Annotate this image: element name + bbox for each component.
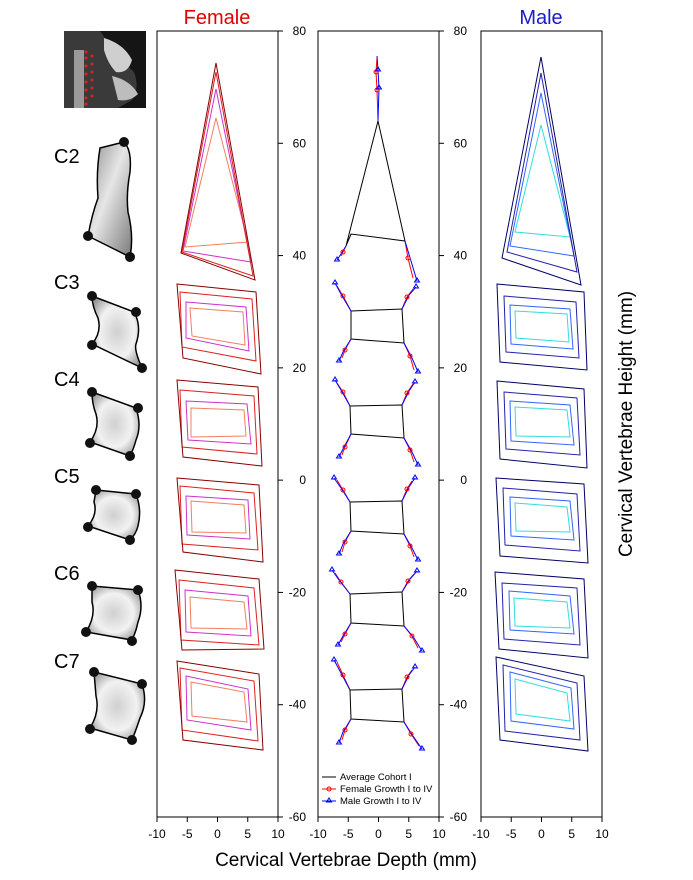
corner-growth-female bbox=[334, 240, 420, 747]
female-c6 bbox=[174, 569, 265, 651]
average-c5 bbox=[349, 500, 405, 535]
male-outlines bbox=[494, 56, 589, 752]
legend-male: Male Growth I to IV bbox=[340, 796, 422, 807]
vertebra-labels: C2 C3 C4 C5 C6 C7 bbox=[54, 146, 80, 673]
y-tick-label: 20 bbox=[454, 361, 468, 375]
vertebra-image-c2 bbox=[83, 137, 135, 262]
vertebra-label-c7: C7 bbox=[54, 651, 80, 673]
average-c7 bbox=[349, 688, 405, 723]
vertebra-label-c4: C4 bbox=[54, 369, 80, 391]
y-tick-label: -20 bbox=[450, 585, 468, 599]
x-tick-label: 0 bbox=[375, 827, 382, 841]
legend-female: Female Growth I to IV bbox=[340, 784, 433, 795]
corner-growth-male bbox=[331, 240, 423, 750]
x-tick-label: -10 bbox=[148, 827, 166, 841]
average-panel-frame bbox=[317, 30, 440, 818]
x-tick-label: -5 bbox=[343, 827, 354, 841]
y-tick-label: -60 bbox=[450, 810, 468, 824]
x-tick-label: 0 bbox=[214, 827, 221, 841]
male-c4 bbox=[496, 380, 588, 469]
female-c3 bbox=[176, 283, 262, 375]
x-tick-label: 10 bbox=[432, 827, 446, 841]
y-tick-label: 0 bbox=[460, 473, 467, 487]
y-tick-label: 20 bbox=[293, 361, 307, 375]
male-c5 bbox=[495, 477, 589, 564]
y-tick-label: 40 bbox=[293, 249, 307, 263]
y-tick-label: -20 bbox=[289, 585, 307, 599]
male-c3 bbox=[496, 283, 588, 371]
y-tick-label: 80 bbox=[454, 24, 468, 38]
x-axes: -10 -5 0 5 10 -10 -5 0 5 10 -10 -5 0 5 10 bbox=[148, 817, 609, 841]
y-tick-label: 60 bbox=[293, 136, 307, 150]
female-c2 bbox=[180, 62, 256, 281]
y-tick-label: 60 bbox=[454, 136, 468, 150]
x-tick-label: -10 bbox=[309, 827, 327, 841]
male-c2 bbox=[501, 56, 582, 286]
female-outlines bbox=[174, 62, 265, 751]
x-tick-label: 5 bbox=[405, 827, 412, 841]
x-tick-label: -5 bbox=[506, 827, 517, 841]
y-tick-label: 80 bbox=[293, 24, 307, 38]
vertebra-label-c3: C3 bbox=[54, 272, 80, 294]
vertebra-images bbox=[81, 137, 147, 745]
x-tick-label: 5 bbox=[568, 827, 575, 841]
average-c2 bbox=[345, 120, 406, 247]
x-tick-label: 0 bbox=[538, 827, 545, 841]
vertebra-image-c4 bbox=[85, 387, 143, 461]
y-axes: 80 60 40 20 0 -20 -40 -60 80 60 40 20 0 -20 -40 -60 bbox=[278, 24, 467, 824]
male-panel-title: Male bbox=[519, 7, 562, 29]
legend: Average Cohort I Female Growth I to IV M… bbox=[322, 772, 433, 807]
y-axis-label: Cervical Vertebrae Height (mm) bbox=[616, 291, 637, 557]
x-tick-label: 10 bbox=[271, 827, 285, 841]
y-tick-label: 0 bbox=[299, 473, 306, 487]
female-panel-title: Female bbox=[184, 7, 251, 29]
ct-scan-thumbnail bbox=[64, 31, 146, 108]
vertebra-image-c6 bbox=[81, 581, 143, 646]
vertebra-image-c7 bbox=[85, 667, 147, 745]
x-tick-label: 5 bbox=[244, 827, 251, 841]
x-axis-label: Cervical Vertebrae Depth (mm) bbox=[215, 850, 477, 871]
male-c6 bbox=[494, 571, 589, 659]
female-c7 bbox=[176, 660, 264, 751]
vertebra-image-c5 bbox=[83, 485, 141, 545]
y-tick-label: 40 bbox=[454, 249, 468, 263]
average-c6 bbox=[349, 591, 405, 627]
vertebra-image-c3 bbox=[87, 291, 147, 373]
female-c5 bbox=[176, 477, 264, 563]
female-c4 bbox=[176, 379, 263, 467]
x-tick-label: -5 bbox=[182, 827, 193, 841]
y-tick-label: -40 bbox=[450, 698, 468, 712]
growth-markers bbox=[328, 66, 426, 751]
average-outlines bbox=[345, 120, 406, 723]
vertebra-label-c2: C2 bbox=[54, 146, 80, 168]
average-c3 bbox=[350, 308, 405, 344]
legend-average: Average Cohort I bbox=[340, 772, 412, 783]
x-tick-label: -10 bbox=[472, 827, 490, 841]
x-tick-label: 10 bbox=[595, 827, 609, 841]
y-tick-label: -60 bbox=[289, 810, 307, 824]
vertebra-label-c6: C6 bbox=[54, 563, 80, 585]
vertebra-label-c5: C5 bbox=[54, 466, 80, 488]
y-tick-label: -40 bbox=[289, 698, 307, 712]
growth-vectors bbox=[328, 55, 426, 751]
male-c7 bbox=[495, 656, 589, 752]
average-c4 bbox=[349, 404, 405, 439]
c2-apex-growth bbox=[375, 55, 380, 122]
